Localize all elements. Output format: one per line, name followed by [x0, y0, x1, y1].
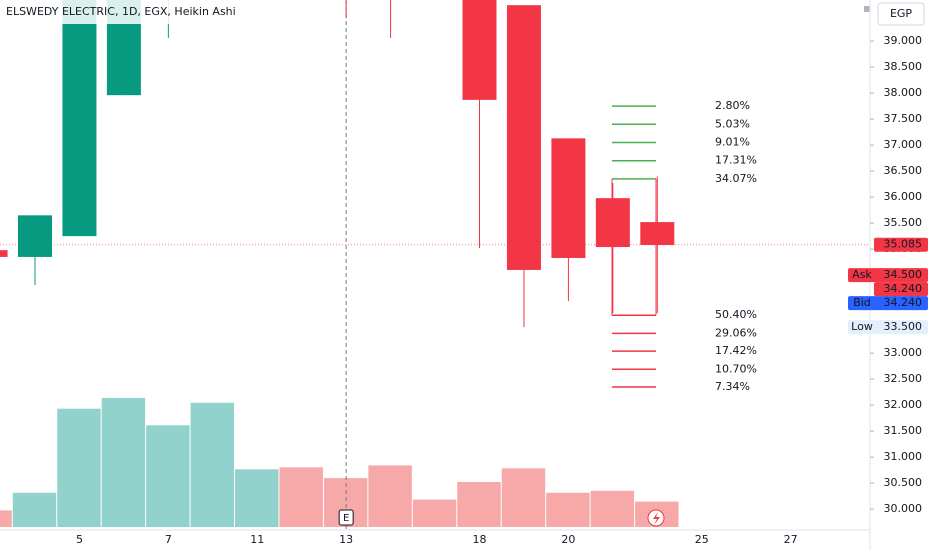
y-tick-label: 37.500 — [884, 112, 923, 125]
price-tag-label: 35.085 — [884, 238, 923, 251]
volume-bar — [57, 408, 101, 527]
volume-bar — [546, 492, 590, 527]
price-tag — [874, 296, 928, 311]
candle-body — [595, 198, 630, 248]
candle-body — [640, 222, 675, 245]
y-tick-label: 30.000 — [884, 502, 923, 515]
level-label: 17.31% — [715, 154, 757, 167]
level-label: 2.80% — [715, 99, 750, 112]
level-label: 29.06% — [715, 326, 757, 339]
volume-bar — [101, 397, 146, 527]
level-label: 9.01% — [715, 136, 750, 149]
title-bg — [0, 0, 224, 24]
volume-bar — [12, 492, 57, 527]
event-marker[interactable] — [338, 509, 354, 526]
volume-bar — [190, 402, 235, 527]
y-tick-label: 32.500 — [884, 372, 923, 385]
volume-bar — [501, 468, 546, 527]
y-tick-label: 30.500 — [884, 476, 923, 489]
level-label: 10.70% — [715, 362, 757, 375]
y-tick-label: 31.500 — [884, 424, 923, 437]
y-tick-label: 39.000 — [884, 34, 923, 47]
candle-body — [506, 5, 541, 270]
price-tag-name-bg — [848, 296, 876, 311]
candle-body — [462, 0, 497, 100]
currency: EGP — [890, 7, 912, 20]
price-tag-name: Low — [851, 320, 873, 333]
price-tag — [874, 320, 928, 335]
y-tick-label: 31.000 — [884, 450, 923, 463]
y-tick-label: 33.000 — [884, 346, 923, 359]
currency-box[interactable] — [877, 2, 925, 26]
y-tick-label: 38.500 — [884, 60, 923, 73]
candle-body — [551, 138, 586, 258]
x-tick-label: 20 — [561, 533, 575, 546]
price-tag-name-bg — [848, 320, 876, 335]
x-tick-label: 27 — [784, 533, 798, 546]
price-tag-label: 34.240 — [884, 296, 923, 309]
x-tick-label: 18 — [473, 533, 487, 546]
y-tick-label: 32.000 — [884, 398, 923, 411]
price-tag — [874, 237, 928, 252]
candle-body — [62, 0, 97, 237]
scale-icon[interactable] — [864, 6, 870, 12]
y-tick-label: 36.000 — [884, 190, 923, 203]
y-tick-label: 35.500 — [884, 216, 923, 229]
price-tag — [874, 268, 928, 283]
plot-area — [0, 0, 870, 530]
volume-bar — [235, 469, 279, 527]
chart-title: ELSWEDY ELECTRIC, 1D, EGX, Heikin Ashi — [6, 5, 236, 18]
x-tick-label: 7 — [165, 533, 172, 546]
price-tag-name: Ask — [852, 268, 872, 281]
level-label: 7.34% — [715, 380, 750, 393]
level-label: 50.40% — [715, 308, 757, 321]
level-label: 17.42% — [715, 344, 757, 357]
level-label: 34.07% — [715, 172, 757, 185]
volume-bar — [590, 490, 635, 527]
candle-body — [18, 215, 52, 257]
price-tag-name: Bid — [853, 296, 871, 309]
x-tick-label: 25 — [695, 533, 709, 546]
y-tick-label: 38.000 — [884, 86, 923, 99]
x-tick-label: 11 — [250, 533, 264, 546]
y-tick-label: 36.500 — [884, 164, 923, 177]
volume-bar — [146, 425, 190, 527]
price-tag-name-bg — [848, 268, 876, 283]
price-tag-label: 33.500 — [884, 320, 923, 333]
lightning-marker[interactable] — [647, 509, 665, 527]
price-tag — [874, 282, 928, 297]
y-tick-label: 37.000 — [884, 138, 923, 151]
event-label: E — [343, 513, 349, 524]
price-tag-label: 34.240 — [884, 282, 923, 295]
price-tag-label: 34.500 — [884, 268, 923, 281]
candle-body — [0, 250, 8, 257]
volume-bar — [279, 467, 323, 527]
level-label: 5.03% — [715, 117, 750, 130]
x-tick-label: 5 — [76, 533, 83, 546]
x-tick-label: 13 — [339, 533, 353, 546]
volume-bar — [368, 465, 412, 527]
volume-bar — [0, 510, 12, 527]
volume-bar — [412, 499, 457, 527]
volume-bar — [457, 482, 501, 527]
